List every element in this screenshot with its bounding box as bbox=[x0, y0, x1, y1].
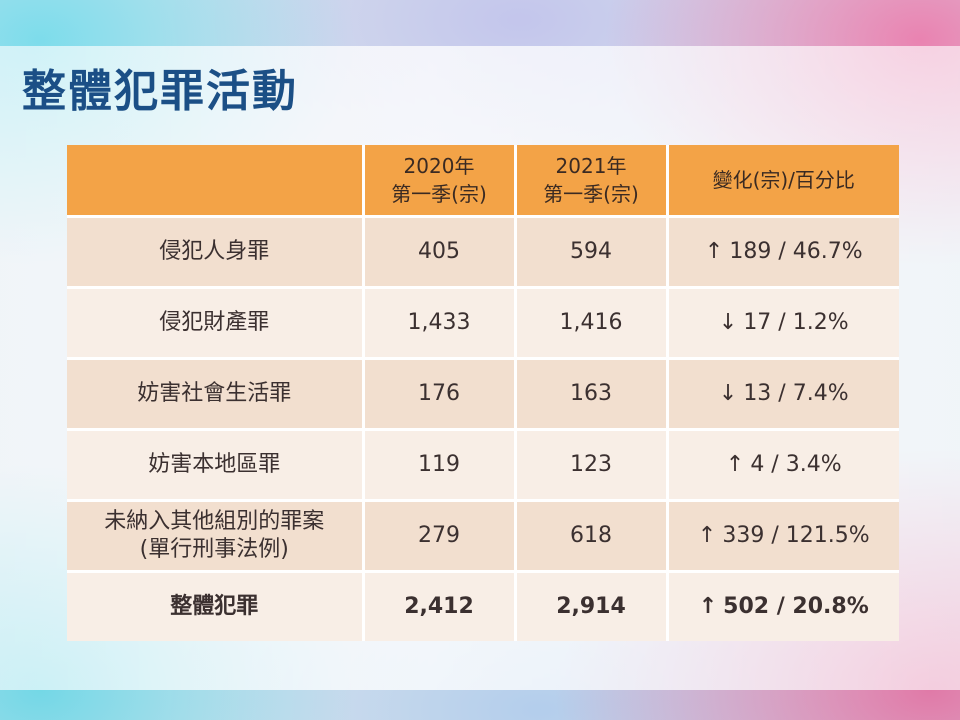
table-total-row: 整體犯罪 2,412 2,914 ↑ 502 / 20.8% bbox=[67, 571, 899, 641]
row-value-2021: 594 bbox=[515, 216, 669, 289]
row-value-2020: 279 bbox=[363, 500, 517, 573]
row-value-2021: 618 bbox=[515, 500, 669, 573]
table-row: 妨害社會生活罪 176 163 ↓ 13 / 7.4% bbox=[67, 358, 899, 431]
row-change: ↑ 339 / 121.5% bbox=[667, 500, 899, 573]
header-q1-2020-year: 2020年 bbox=[403, 154, 475, 178]
row-change-value: 339 / 121.5% bbox=[722, 523, 870, 548]
trend-arrow-icon: ↑ bbox=[725, 452, 745, 477]
header-q1-2021-year: 2021年 bbox=[555, 154, 627, 178]
table-row: 妨害本地區罪 119 123 ↑ 4 / 3.4% bbox=[67, 429, 899, 502]
row-value-2020: 119 bbox=[363, 429, 517, 502]
total-change: ↑ 502 / 20.8% bbox=[667, 571, 899, 641]
row-category: 妨害本地區罪 bbox=[67, 429, 365, 502]
row-category: 侵犯財產罪 bbox=[67, 287, 365, 360]
row-change-value: 13 / 7.4% bbox=[743, 381, 849, 406]
header-change: 變化(宗)/百分比 bbox=[667, 145, 899, 218]
row-category: 妨害社會生活罪 bbox=[67, 358, 365, 431]
trend-arrow-icon: ↑ bbox=[697, 523, 717, 548]
header-q1-2021: 2021年 第一季(宗) bbox=[515, 145, 669, 218]
crime-statistics-table: 2020年 第一季(宗) 2021年 第一季(宗) 變化(宗)/百分比 侵犯人身… bbox=[67, 145, 899, 641]
row-change-value: 4 / 3.4% bbox=[750, 452, 842, 477]
row-value-2021: 1,416 bbox=[515, 287, 669, 360]
row-value-2020: 176 bbox=[363, 358, 517, 431]
total-value-2020: 2,412 bbox=[363, 571, 517, 641]
header-q1-2020-label: 第一季(宗) bbox=[391, 182, 487, 206]
table-header-row: 2020年 第一季(宗) 2021年 第一季(宗) 變化(宗)/百分比 bbox=[67, 145, 899, 218]
row-value-2021: 123 bbox=[515, 429, 669, 502]
row-change-value: 17 / 1.2% bbox=[743, 310, 849, 335]
row-value-2020: 1,433 bbox=[363, 287, 517, 360]
trend-arrow-icon: ↓ bbox=[718, 310, 738, 335]
row-category: 侵犯人身罪 bbox=[67, 216, 365, 289]
trend-arrow-icon: ↑ bbox=[698, 594, 718, 619]
row-value-2020: 405 bbox=[363, 216, 517, 289]
row-category-line1: 未納入其他組別的罪案 bbox=[104, 509, 325, 534]
header-q1-2021-label: 第一季(宗) bbox=[543, 182, 639, 206]
trend-arrow-icon: ↓ bbox=[718, 381, 738, 406]
table-row: 侵犯人身罪 405 594 ↑ 189 / 46.7% bbox=[67, 216, 899, 289]
row-change: ↑ 4 / 3.4% bbox=[667, 429, 899, 502]
row-category-line2: (單行刑事法例) bbox=[139, 537, 289, 562]
header-category bbox=[67, 145, 365, 218]
header-q1-2020: 2020年 第一季(宗) bbox=[363, 145, 517, 218]
table-row: 未納入其他組別的罪案 (單行刑事法例) 279 618 ↑ 339 / 121.5… bbox=[67, 500, 899, 573]
row-category: 未納入其他組別的罪案 (單行刑事法例) bbox=[67, 500, 365, 573]
total-change-value: 502 / 20.8% bbox=[723, 594, 869, 619]
total-category: 整體犯罪 bbox=[67, 571, 365, 641]
table-row: 侵犯財產罪 1,433 1,416 ↓ 17 / 1.2% bbox=[67, 287, 899, 360]
row-change-value: 189 / 46.7% bbox=[729, 239, 863, 264]
row-change: ↓ 13 / 7.4% bbox=[667, 358, 899, 431]
page-title: 整體犯罪活動 bbox=[22, 66, 298, 117]
total-value-2021: 2,914 bbox=[515, 571, 669, 641]
row-value-2021: 163 bbox=[515, 358, 669, 431]
row-change: ↑ 189 / 46.7% bbox=[667, 216, 899, 289]
trend-arrow-icon: ↑ bbox=[704, 239, 724, 264]
row-change: ↓ 17 / 1.2% bbox=[667, 287, 899, 360]
